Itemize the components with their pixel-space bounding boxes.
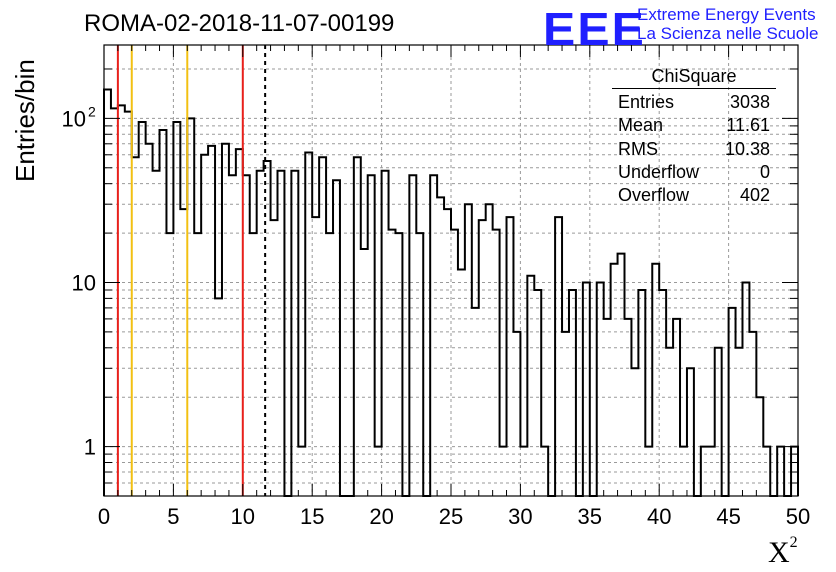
y-tick-label: 1 [84, 435, 96, 460]
stats-value: 3038 [729, 92, 770, 112]
stats-label: Underflow [618, 161, 700, 182]
run-title: ROMA-02-2018-11-07-00199 [84, 10, 395, 37]
logo-line-2: La Scienza nelle Scuole [637, 24, 819, 43]
x-tick-label: 30 [508, 504, 532, 529]
x-axis-label-sup: 2 [789, 534, 798, 551]
x-tick-label: 25 [439, 504, 463, 529]
grid [104, 45, 798, 496]
x-tick-label: 5 [167, 504, 179, 529]
stats-box: ChiSquare Entries 3038 Mean 11.61 RMS 10.38… [612, 66, 776, 207]
x-tick-label: 20 [369, 504, 393, 529]
stats-row-mean: Mean 11.61 [612, 114, 776, 137]
y-tick-label: 10 [62, 106, 86, 131]
stats-label: RMS [618, 138, 658, 159]
eee-logo: EEE [543, 3, 646, 55]
y-tick-label-sup: 2 [88, 103, 96, 119]
y-tick-label: 10 [72, 270, 96, 295]
x-tick-label: 40 [647, 504, 671, 529]
stats-label: Entries [618, 92, 675, 112]
stats-label: Overflow [618, 185, 690, 206]
plot-background [104, 45, 798, 496]
x-tick-label: 15 [300, 504, 324, 529]
stats-value: 402 [739, 185, 770, 206]
x-tick-label: 45 [716, 504, 740, 529]
y-axis-label: Entries/bin [10, 59, 40, 182]
axis-ticks [103, 45, 799, 496]
stats-value: 10.38 [724, 138, 770, 159]
x-tick-label: 50 [786, 504, 810, 529]
stats-row-overflow: Overflow 402 [612, 184, 776, 207]
x-tick-label: 10 [231, 504, 255, 529]
reference-lines [116, 45, 267, 496]
x-tick-label: 35 [578, 504, 602, 529]
stats-row-entries: Entries 3038 [612, 91, 776, 114]
histogram-series [103, 88, 799, 497]
stats-name: ChiSquare [612, 66, 776, 89]
stats-row-rms: RMS 10.38 [612, 138, 776, 161]
stats-row-underflow: Underflow 0 [612, 161, 776, 184]
stats-value: 0 [759, 161, 770, 182]
histogram-outline [103, 88, 799, 497]
x-tick-label: 0 [98, 504, 110, 529]
logo-line-1: Extreme Energy Events [637, 5, 816, 24]
stats-value: 11.61 [726, 115, 770, 136]
stats-label: Mean [618, 115, 664, 136]
x-axis-label: X2 [768, 534, 798, 570]
x-axis-label-base: X [768, 536, 790, 569]
